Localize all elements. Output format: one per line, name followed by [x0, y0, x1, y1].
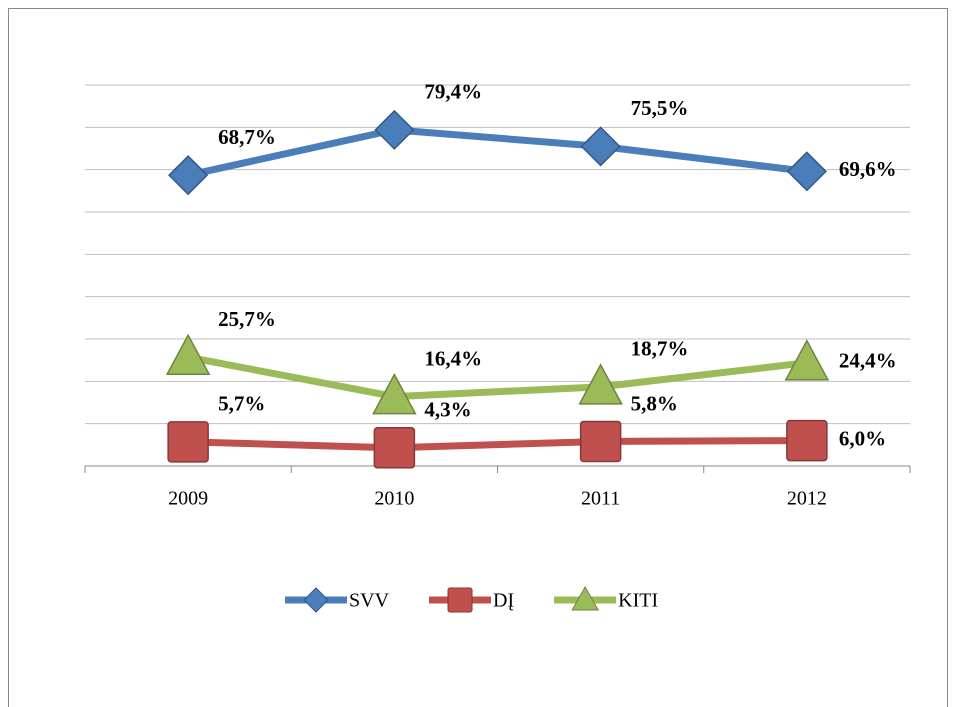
x-tick-label: 2011: [581, 488, 620, 510]
x-tick-label: 2012: [787, 488, 827, 510]
legend-marker: [571, 585, 599, 611]
data-label: 6,0%: [839, 426, 886, 450]
data-point: [786, 151, 827, 192]
legend-label: KITI: [618, 590, 658, 612]
data-label: 68,7%: [218, 125, 276, 149]
legend-marker: [447, 587, 473, 613]
data-label: 4,3%: [424, 398, 471, 422]
data-label: 5,7%: [218, 392, 265, 416]
legend-marker: [303, 587, 329, 613]
series-line: [187, 353, 808, 401]
data-label: 16,4%: [424, 346, 482, 370]
x-tick-label: 2009: [168, 488, 208, 510]
data-point: [374, 109, 415, 150]
data-label: 25,7%: [218, 307, 276, 331]
data-point: [784, 339, 830, 381]
data-label: 75,5%: [631, 96, 689, 120]
data-point: [578, 363, 623, 405]
data-label: 69,6%: [839, 157, 897, 181]
data-label: 5,8%: [631, 391, 678, 415]
legend-label: DĮ: [493, 590, 514, 612]
data-point: [168, 155, 209, 196]
data-label: 79,4%: [424, 80, 482, 104]
chart-frame: [8, 8, 948, 707]
legend-label: SVV: [349, 590, 390, 612]
data-point: [580, 126, 621, 167]
data-point: [165, 333, 211, 375]
data-point: [167, 421, 209, 463]
data-point: [786, 419, 828, 462]
data-point: [579, 420, 622, 463]
data-point: [372, 372, 417, 415]
data-label: 18,7%: [631, 337, 689, 361]
x-tick-label: 2010: [374, 488, 414, 510]
series-line: [188, 437, 807, 452]
data-label: 24,4%: [839, 349, 897, 373]
series-line: [187, 126, 808, 179]
data-point: [373, 427, 416, 469]
